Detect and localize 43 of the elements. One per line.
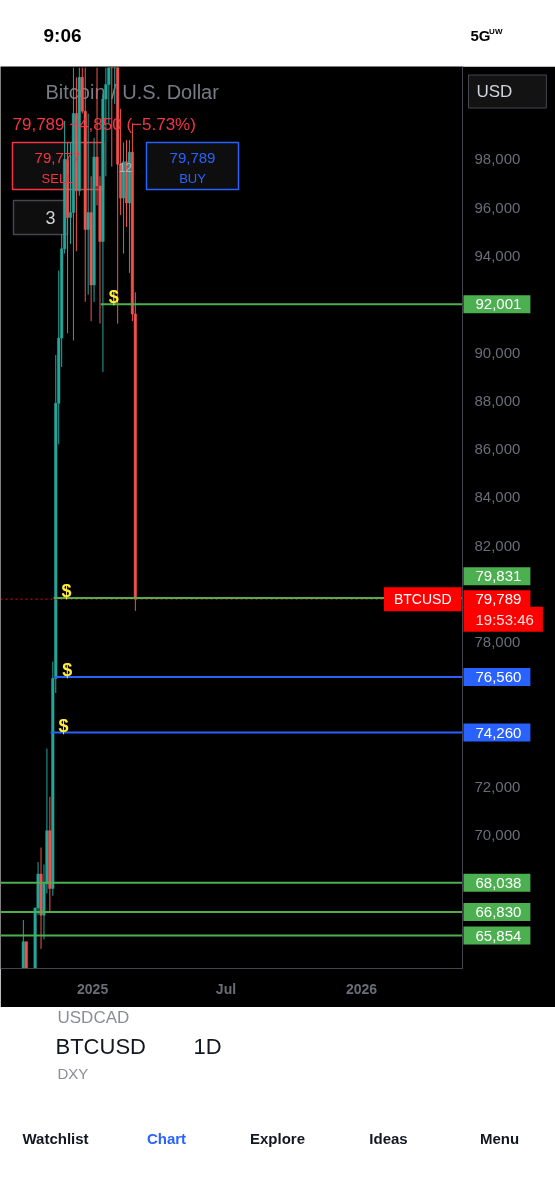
data-label: 74,260: [475, 723, 522, 741]
y-tick-label: 96,000: [474, 198, 521, 216]
text: 1D: [193, 1034, 222, 1059]
y-tick-label: 82,000: [474, 536, 521, 554]
text: 9:06: [43, 25, 82, 46]
text: 19:53:46: [475, 610, 534, 628]
ref-line-label: 68,038: [475, 873, 522, 891]
text: DXY: [57, 1065, 89, 1082]
y-tick-label: 86,000: [474, 440, 521, 458]
candlestick: [113, 67, 117, 105]
y-tick-label: 70,000: [474, 826, 521, 844]
annotation: $: [58, 715, 69, 736]
annotation: $: [62, 660, 73, 681]
data-label: 79,831: [475, 567, 522, 585]
data-label: 76,560: [475, 668, 522, 686]
x-tick-label: Jul: [215, 980, 237, 997]
annotation: BUY: [179, 171, 207, 186]
y-tick-label: 88,000: [474, 391, 521, 409]
x-tick-label: 2025: [77, 980, 109, 997]
text: Watchlist: [22, 1130, 89, 1147]
y-tick-label: 94,000: [474, 247, 521, 265]
x-tick-label: 2026: [345, 980, 378, 997]
annotation: BTCUSD: [393, 591, 452, 608]
y-tick-label: 98,000: [474, 150, 521, 168]
annotation: 79,789: [169, 148, 216, 166]
text: Menu: [479, 1130, 520, 1147]
y-tick-label: 90,000: [474, 343, 521, 361]
data-label: 92,001: [475, 295, 522, 313]
ref-line-label: 66,830: [475, 903, 522, 920]
text: USD: [476, 82, 513, 101]
text: Explore: [249, 1130, 306, 1147]
text: USDCAD: [57, 1008, 130, 1027]
annotation: 12: [118, 161, 133, 175]
y-tick-label: 72,000: [474, 778, 521, 796]
ref-line-label: 65,854: [475, 926, 522, 944]
annotation: $: [61, 581, 72, 602]
y-tick-label: 84,000: [474, 488, 521, 506]
ref-line-label: 79,789: [475, 590, 522, 608]
text: BTCUSD: [55, 1034, 146, 1059]
text: Ideas: [369, 1130, 408, 1147]
y-tick-label: 78,000: [474, 633, 521, 651]
text: Chart: [146, 1130, 187, 1147]
annotation: 3: [45, 208, 56, 228]
